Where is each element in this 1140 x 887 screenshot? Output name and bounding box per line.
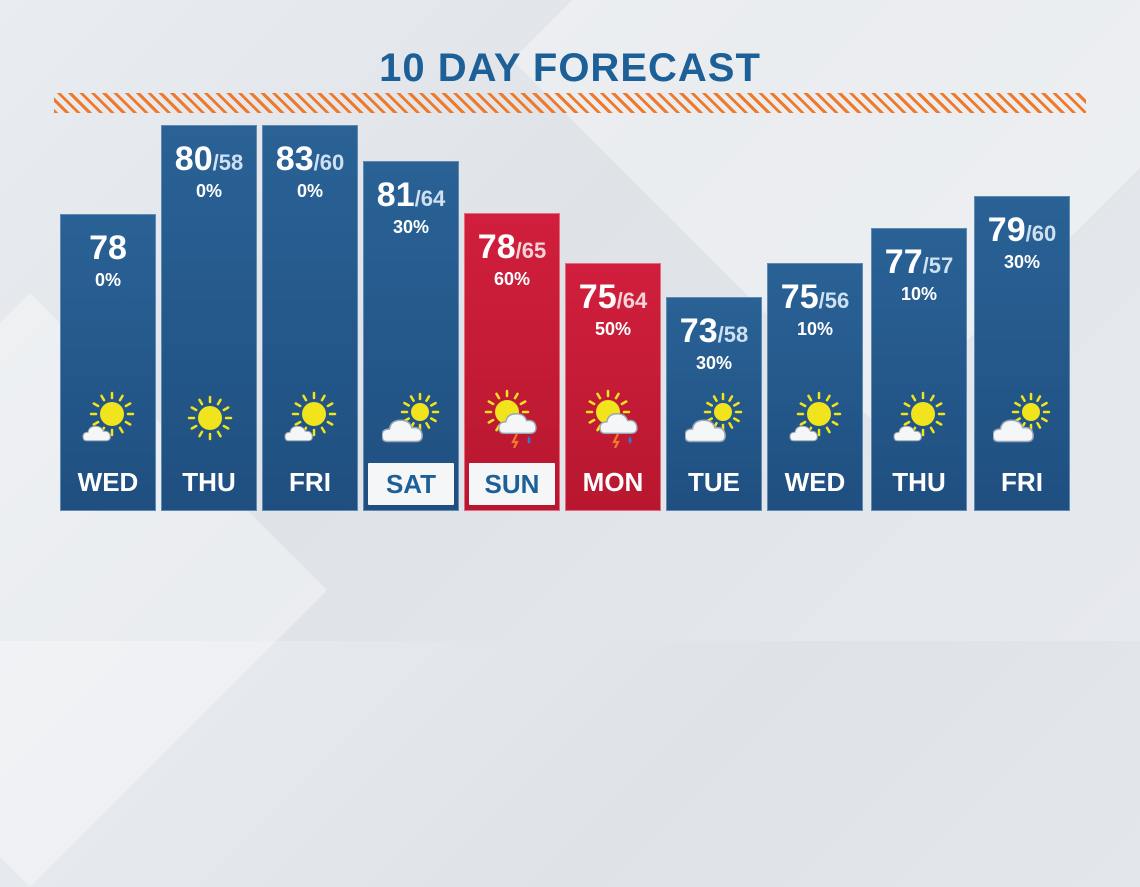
day-label: WED xyxy=(77,467,139,497)
forecast-day-column: 79/60 30% FRI xyxy=(974,196,1070,511)
precip-chance: 10% xyxy=(796,319,834,339)
day-label: TUE xyxy=(688,467,740,497)
precip-chance: 30% xyxy=(1003,252,1041,272)
temperature-readout: 78/65 xyxy=(465,228,559,267)
temperature-readout: 80/58 xyxy=(162,140,256,179)
low-temperature: /58 xyxy=(717,322,749,347)
precip-chance: 50% xyxy=(594,319,632,339)
forecast-day-column: 78 0% WED xyxy=(60,214,156,511)
partly-cloudy-icon xyxy=(992,388,1053,448)
temperature-readout: 77/57 xyxy=(872,243,966,282)
day-label: THU xyxy=(182,467,236,497)
high-temperature: 73 xyxy=(679,312,718,350)
partly-sunny-icon xyxy=(786,388,846,448)
day-label: THU xyxy=(892,467,946,497)
precip-chance: 30% xyxy=(392,217,430,237)
low-temperature: /60 xyxy=(313,150,345,175)
forecast-day-column: 77/57 10% THU xyxy=(871,228,967,511)
low-temperature: /57 xyxy=(922,253,954,278)
high-temperature: 83 xyxy=(275,140,314,178)
low-temperature: /56 xyxy=(818,288,850,313)
temperature-readout: 83/60 xyxy=(263,140,357,179)
high-temperature: 77 xyxy=(884,243,923,281)
high-temperature: 80 xyxy=(174,140,213,178)
temperature-readout: 81/64 xyxy=(364,176,458,215)
partly-sunny-icon xyxy=(281,388,341,448)
low-temperature: /65 xyxy=(515,238,547,263)
temperature-readout: 75/56 xyxy=(768,278,862,317)
partly-cloudy-icon xyxy=(381,388,442,448)
storm-sun-icon xyxy=(483,388,543,449)
day-label: FRI xyxy=(289,467,331,497)
precip-chance: 0% xyxy=(195,181,222,201)
title-accent-stripe xyxy=(54,93,1086,113)
high-temperature: 81 xyxy=(376,176,415,214)
precip-chance: 10% xyxy=(900,284,938,304)
partly-sunny-icon xyxy=(79,388,139,448)
page-title: 10 DAY FORECAST xyxy=(379,46,761,90)
high-temperature: 78 xyxy=(477,228,516,266)
temperature-readout: 73/58 xyxy=(667,312,761,351)
day-label: SAT xyxy=(368,463,454,505)
forecast-day-column: 75/64 50% MON xyxy=(565,263,661,511)
forecast-day-column: 83/60 0% FRI xyxy=(262,125,358,511)
forecast-day-column: 78/65 60% SUN xyxy=(464,213,560,511)
forecast-day-column: 75/56 10% WED xyxy=(767,263,863,511)
precip-chance: 60% xyxy=(493,269,531,289)
low-temperature: /64 xyxy=(616,288,648,313)
day-label: FRI xyxy=(1001,467,1043,497)
partly-sunny-icon xyxy=(890,388,950,448)
low-temperature: /64 xyxy=(414,186,446,211)
partly-cloudy-icon xyxy=(684,388,745,448)
forecast-day-column: 73/58 30% TUE xyxy=(666,297,762,511)
temperature-readout: 78 xyxy=(61,229,155,268)
high-temperature: 75 xyxy=(780,278,819,316)
high-temperature: 75 xyxy=(578,278,617,316)
forecast-day-column: 81/64 30% SAT xyxy=(363,161,459,511)
temperature-readout: 75/64 xyxy=(566,278,660,317)
forecast-day-column: 80/58 0% THU xyxy=(161,125,257,511)
day-label: WED xyxy=(784,467,846,497)
sun-icon xyxy=(180,388,240,448)
high-temperature: 79 xyxy=(987,211,1026,249)
low-temperature: /58 xyxy=(212,150,244,175)
storm-sun-icon xyxy=(584,388,644,449)
low-temperature: /60 xyxy=(1025,221,1057,246)
precip-chance: 30% xyxy=(695,353,733,373)
high-temperature: 78 xyxy=(89,229,127,267)
temperature-readout: 79/60 xyxy=(975,211,1069,250)
precip-chance: 0% xyxy=(94,270,121,290)
day-label: SUN xyxy=(469,463,555,505)
day-label: MON xyxy=(582,467,644,497)
precip-chance: 0% xyxy=(296,181,323,201)
